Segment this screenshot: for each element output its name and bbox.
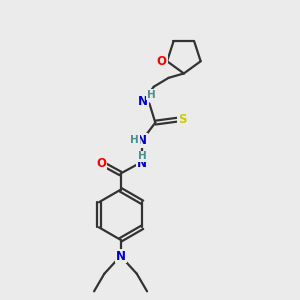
- Text: N: N: [137, 134, 147, 147]
- Text: H: H: [146, 90, 155, 100]
- Text: S: S: [178, 112, 187, 126]
- Text: N: N: [138, 94, 148, 108]
- Text: O: O: [96, 157, 106, 170]
- Text: N: N: [116, 250, 126, 262]
- Text: H: H: [130, 135, 139, 145]
- Text: O: O: [157, 55, 167, 68]
- Text: H: H: [138, 152, 146, 161]
- Text: N: N: [137, 157, 147, 170]
